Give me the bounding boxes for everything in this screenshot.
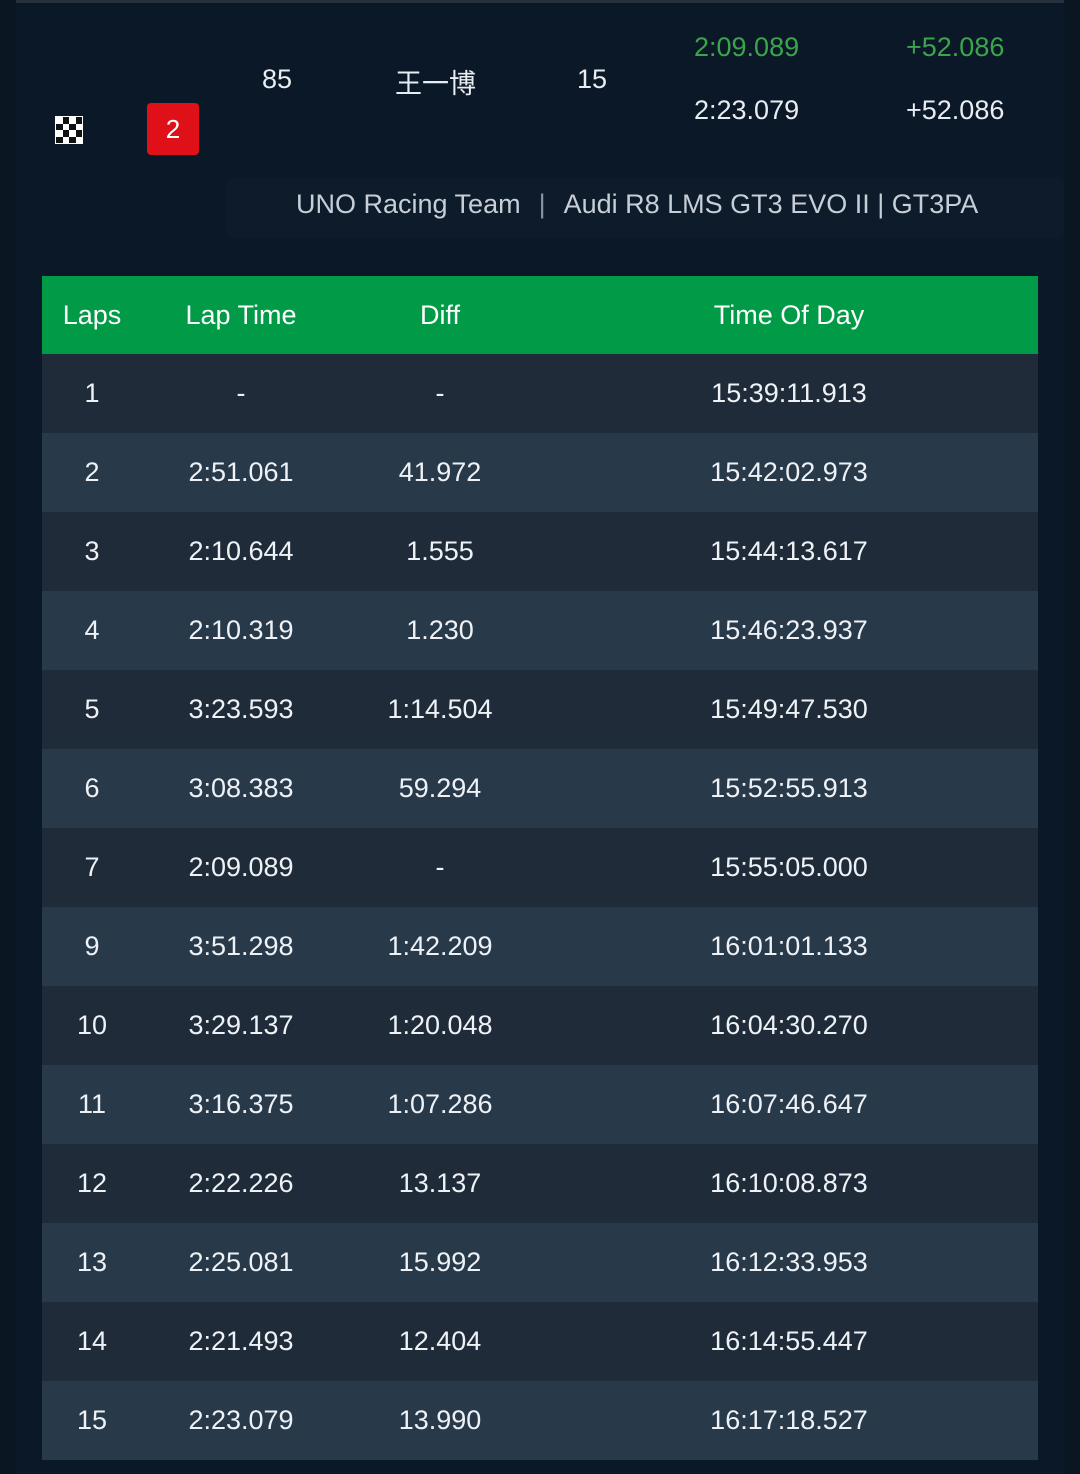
lap-time-cell: 2:22.226 [142, 1144, 340, 1223]
diff-cell: 15.992 [340, 1223, 540, 1302]
lap-times-table: Laps Lap Time Diff Time Of Day 1- -15:39:… [42, 276, 1038, 1460]
table-row[interactable]: 5 3:23.593 1:14.504 15:49:47.530 [42, 670, 1038, 749]
table-row[interactable]: 1- -15:39:11.913 [42, 354, 1038, 433]
time-of-day-cell: 15:42:02.973 [540, 433, 1038, 512]
table-row[interactable]: 10 3:29.137 1:20.048 16:04:30.270 [42, 986, 1038, 1065]
table-row[interactable]: 9 3:51.298 1:42.209 16:01:01.133 [42, 907, 1038, 986]
lap-number-cell: 14 [42, 1302, 142, 1381]
diff-cell: 1:42.209 [340, 907, 540, 986]
lap-time-cell: 2:10.319 [142, 591, 340, 670]
table-row[interactable]: 12 2:22.226 13.137 16:10:08.873 [42, 1144, 1038, 1223]
lap-time-cell: 2:25.081 [142, 1223, 340, 1302]
lap-time-cell: 2:23.079 [142, 1381, 340, 1460]
header-time-of-day[interactable]: Time Of Day [540, 276, 1038, 354]
time-of-day-cell: 15:39:11.913 [540, 354, 1038, 433]
time-of-day-cell: 16:12:33.953 [540, 1223, 1038, 1302]
lap-number-cell: 10 [42, 986, 142, 1065]
table-row[interactable]: 3 2:10.644 1.555 15:44:13.617 [42, 512, 1038, 591]
time-of-day-cell: 16:14:55.447 [540, 1302, 1038, 1381]
team-info-bar [226, 178, 1064, 238]
team-separator: | [538, 189, 546, 219]
header-laps[interactable]: Laps [42, 276, 142, 354]
laps-count: 15 [577, 64, 608, 94]
lap-time-cell: 3:16.375 [142, 1065, 340, 1144]
time-of-day-cell: 15:46:23.937 [540, 591, 1038, 670]
best-lap-gap: +52.086 [906, 32, 1005, 62]
last-lap-time: 2:23.079 [694, 95, 800, 125]
diff-cell: 59.294 [340, 749, 540, 828]
driver-summary-row[interactable]: 2 85 王一博 15 2:09.089 +52.086 2:23.079 +5… [0, 0, 1080, 170]
lap-number-cell: 1 [42, 354, 142, 433]
table-header-row: Laps Lap Time Diff Time Of Day [42, 276, 1038, 354]
time-of-day-cell: 16:17:18.527 [540, 1381, 1038, 1460]
lap-time-cell: 2:51.061 [142, 433, 340, 512]
diff-cell: 13.990 [340, 1381, 540, 1460]
car-class: Audi R8 LMS GT3 EVO II | GT3PA [563, 189, 979, 219]
time-of-day-cell: 15:52:55.913 [540, 749, 1038, 828]
diff-cell: 1:20.048 [340, 986, 540, 1065]
table-row[interactable]: 2 2:51.061 41.972 15:42:02.973 [42, 433, 1038, 512]
lap-number-cell: 13 [42, 1223, 142, 1302]
table-row[interactable]: 4 2:10.319 1.230 15:46:23.937 [42, 591, 1038, 670]
time-of-day-cell: 15:49:47.530 [540, 670, 1038, 749]
time-of-day-cell: 16:10:08.873 [540, 1144, 1038, 1223]
lap-number-cell: 2 [42, 433, 142, 512]
lap-number-cell: 9 [42, 907, 142, 986]
lap-number-cell: 4 [42, 591, 142, 670]
table-row[interactable]: 13 2:25.081 15.992 16:12:33.953 [42, 1223, 1038, 1302]
driver-name: 王一博 [395, 69, 476, 100]
diff-cell: 1:14.504 [340, 670, 540, 749]
team-name: UNO Racing Team [296, 189, 521, 219]
lap-number-cell: 12 [42, 1144, 142, 1223]
diff-cell: - [340, 828, 540, 907]
diff-cell: - [340, 354, 540, 433]
lap-time-cell: 3:08.383 [142, 749, 340, 828]
table-row[interactable]: 6 3:08.383 59.294 15:52:55.913 [42, 749, 1038, 828]
table-row[interactable]: 14 2:21.493 12.404 16:14:55.447 [42, 1302, 1038, 1381]
table-row[interactable]: 15 2:23.079 13.990 16:17:18.527 [42, 1381, 1038, 1460]
lap-number-cell: 5 [42, 670, 142, 749]
lap-number-cell: 6 [42, 749, 142, 828]
lap-time-cell: 3:51.298 [142, 907, 340, 986]
best-lap-time: 2:09.089 [694, 32, 800, 62]
diff-cell: 12.404 [340, 1302, 540, 1381]
time-of-day-cell: 16:07:46.647 [540, 1065, 1038, 1144]
lap-time-cell: 3:23.593 [142, 670, 340, 749]
lap-time-cell: 2:09.089 [142, 828, 340, 907]
diff-cell: 1:07.286 [340, 1065, 540, 1144]
checkered-flag-icon [55, 116, 83, 144]
diff-cell: 41.972 [340, 433, 540, 512]
diff-cell: 1.555 [340, 512, 540, 591]
lap-number-cell: 3 [42, 512, 142, 591]
team-info: UNO Racing Team | Audi R8 LMS GT3 EVO II |… [296, 189, 978, 220]
diff-cell: 13.137 [340, 1144, 540, 1223]
header-diff[interactable]: Diff [340, 276, 540, 354]
time-of-day-cell: 15:55:05.000 [540, 828, 1038, 907]
lap-number-cell: 15 [42, 1381, 142, 1460]
diff-cell: 1.230 [340, 591, 540, 670]
time-of-day-cell: 16:04:30.270 [540, 986, 1038, 1065]
position-badge: 2 [147, 103, 199, 155]
time-of-day-cell: 16:01:01.133 [540, 907, 1038, 986]
table-row[interactable]: 11 3:16.375 1:07.286 16:07:46.647 [42, 1065, 1038, 1144]
lap-time-cell: 2:10.644 [142, 512, 340, 591]
time-of-day-cell: 15:44:13.617 [540, 512, 1038, 591]
lap-time-cell: 2:21.493 [142, 1302, 340, 1381]
last-lap-gap: +52.086 [906, 95, 1005, 125]
lap-time-cell: 3:29.137 [142, 986, 340, 1065]
car-number: 85 [262, 64, 293, 94]
lap-number-cell: 11 [42, 1065, 142, 1144]
top-divider [16, 0, 1064, 3]
header-lap-time[interactable]: Lap Time [142, 276, 340, 354]
table-row[interactable]: 7 2:09.089-15:55:05.000 [42, 828, 1038, 907]
lap-number-cell: 7 [42, 828, 142, 907]
lap-time-cell: - [142, 354, 340, 433]
